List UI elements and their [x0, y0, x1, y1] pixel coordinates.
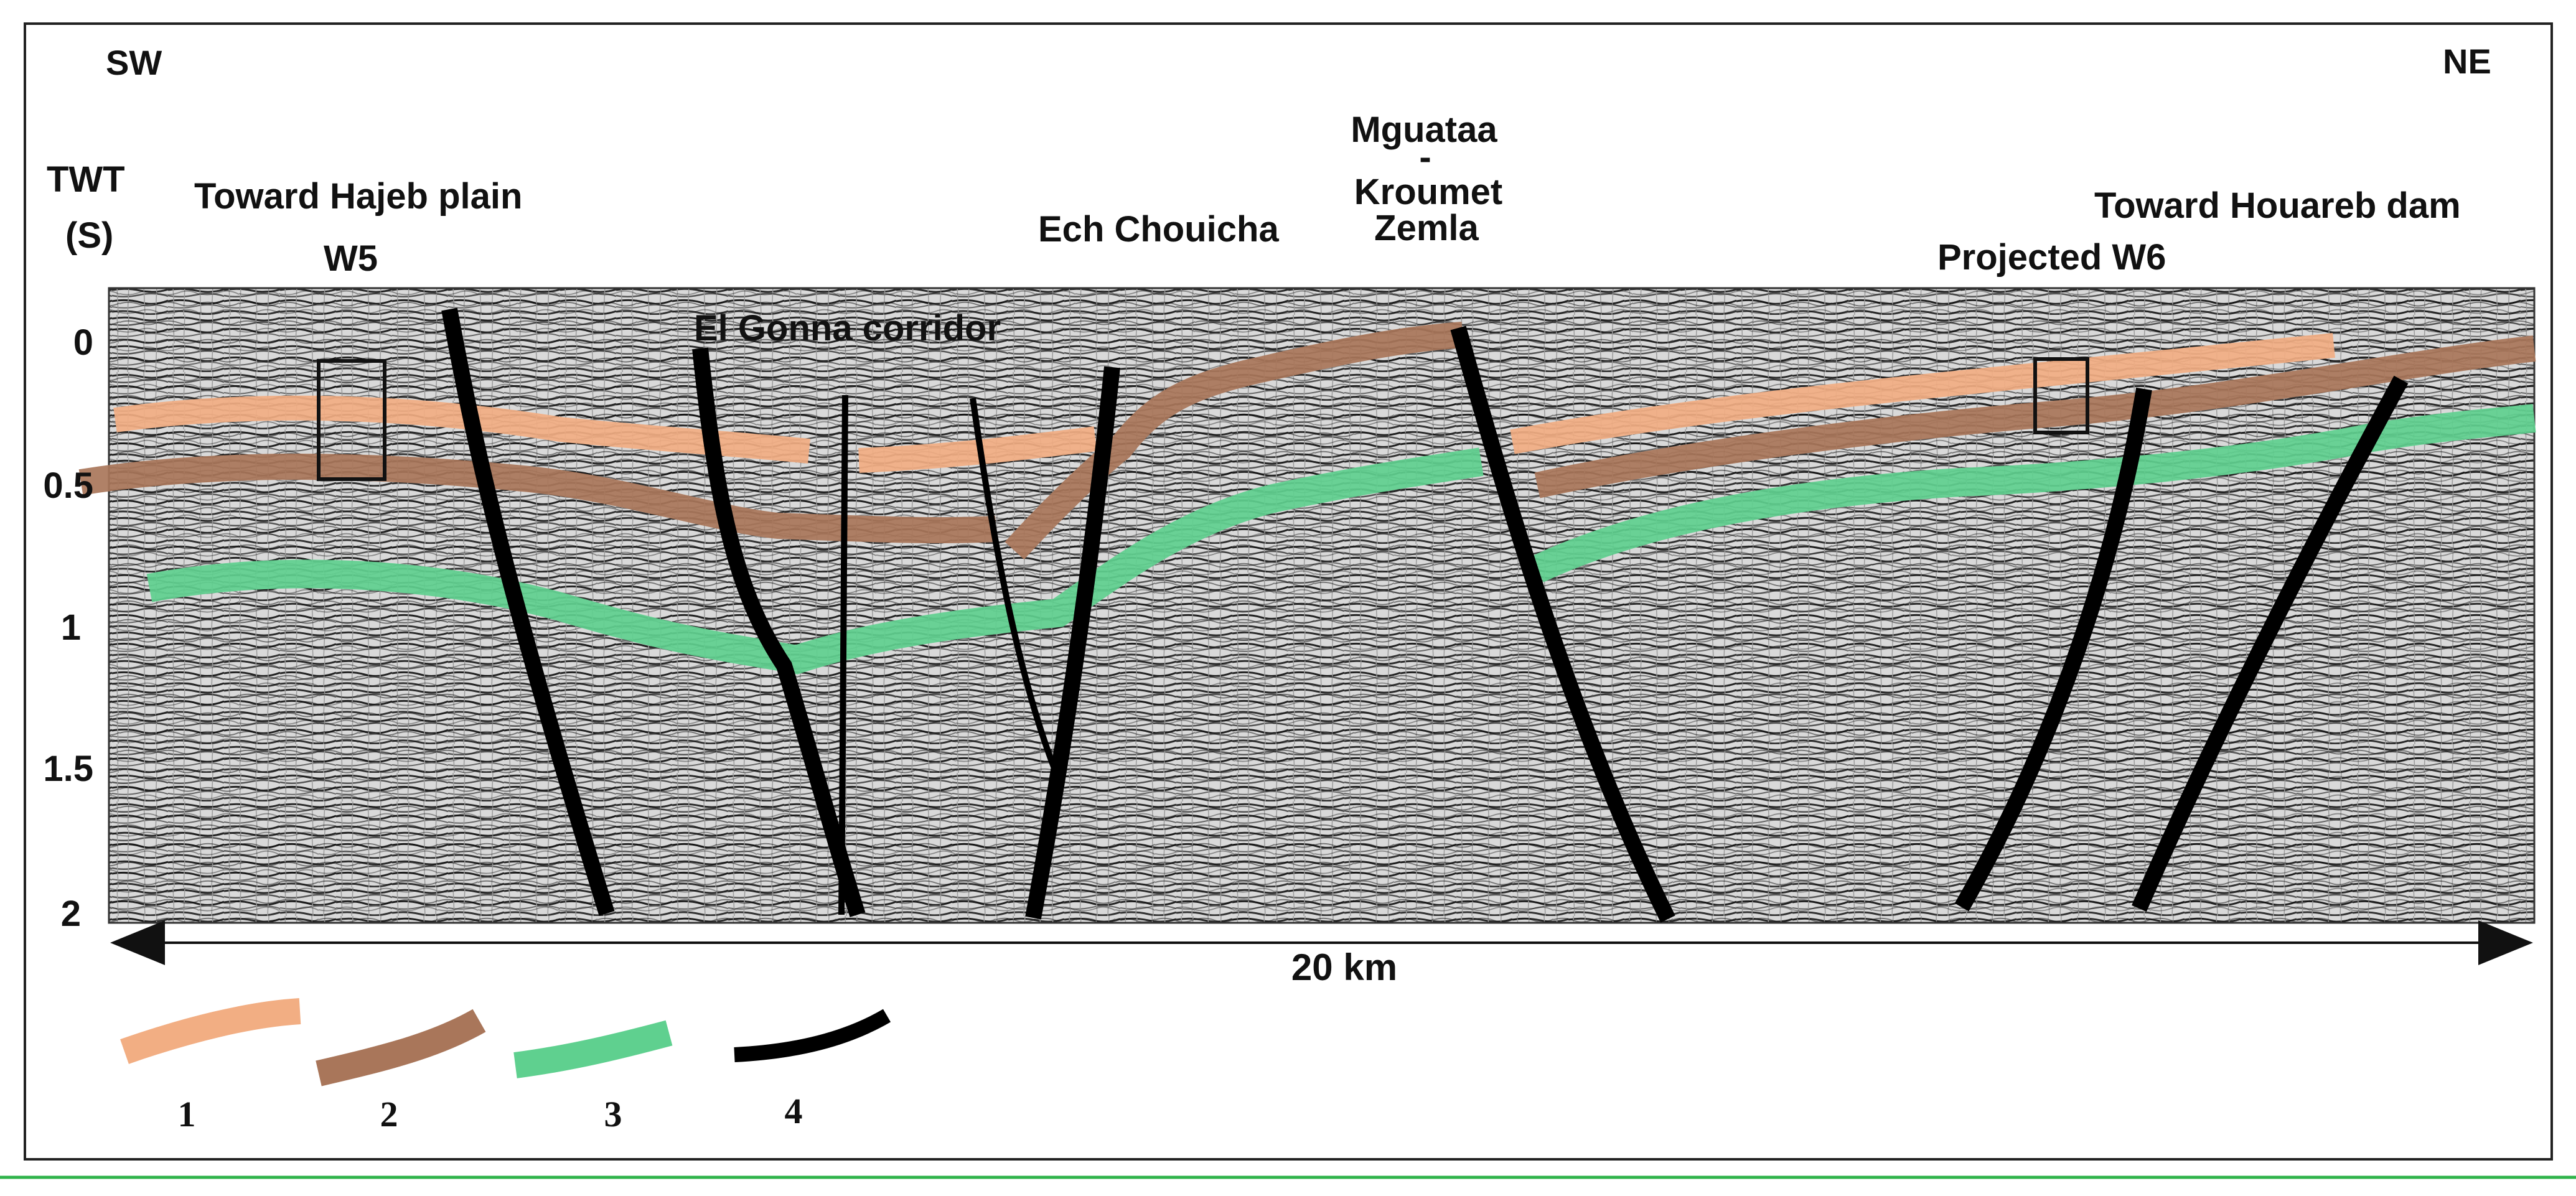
mguataa-label-line3: Kroumet — [1354, 172, 1502, 212]
outer-frame — [24, 22, 2553, 1161]
scale-bar-label: 20 km — [1291, 946, 1397, 988]
horizon-2-brown — [78, 454, 997, 544]
fault-4 — [970, 398, 1061, 779]
sw-label: SW — [106, 43, 162, 82]
mguataa-label-line4: Zemla — [1374, 208, 1479, 248]
well-w5-box — [317, 359, 386, 481]
twt-tick-1: 1 — [61, 607, 81, 648]
legend-num-2: 2 — [380, 1094, 398, 1134]
legend-num-1: 1 — [178, 1094, 196, 1134]
horizon-1-orange — [113, 395, 810, 464]
projected-w6-label: Projected W6 — [1937, 237, 2166, 278]
legend-num-3: 3 — [604, 1094, 622, 1134]
legend-swatch-2 — [316, 1009, 486, 1086]
el-gonna-label: El Gonna corridor — [694, 308, 1001, 348]
legend-swatch-4 — [734, 1009, 891, 1062]
horizon-3-green — [146, 447, 1484, 675]
horizon-1-orange-east — [1510, 333, 2335, 454]
toward-houareb-label: Toward Houareb dam — [2094, 185, 2461, 226]
mguataa-label-line2: - — [1419, 137, 1431, 177]
w5-label: W5 — [324, 238, 378, 279]
fault-1 — [441, 307, 615, 916]
twt-axis: 0 0.5 1 1.5 2 — [43, 322, 93, 934]
twt-tick-2: 2 — [61, 894, 81, 934]
legend-num-4: 4 — [785, 1091, 803, 1131]
mguataa-label-line1: Mguataa — [1351, 110, 1497, 150]
twt-label-line2: (S) — [65, 215, 113, 256]
horizon-2-brown-east — [1534, 335, 2536, 498]
faults — [441, 307, 2409, 923]
twt-tick-0: 0 — [73, 322, 93, 363]
fault-5 — [1025, 366, 1120, 920]
legend-swatch-3 — [513, 1020, 673, 1078]
horizon-1-orange-mid — [858, 426, 1097, 473]
fault-6 — [1450, 325, 1675, 923]
twt-tick-0.5: 0.5 — [43, 465, 93, 506]
horizon-3-green-east — [1531, 404, 2536, 582]
well-w6-box — [2033, 357, 2089, 434]
fault-2 — [692, 347, 866, 917]
legend-swatch-1 — [120, 998, 301, 1064]
fault-8 — [2132, 375, 2409, 912]
ech-chouicha-label: Ech Chouicha — [1038, 209, 1279, 250]
twt-tick-1.5: 1.5 — [43, 749, 93, 789]
fault-7 — [1954, 387, 2152, 912]
toward-hajeb-label: Toward Hajeb plain — [194, 176, 522, 217]
fault-3 — [838, 395, 848, 915]
twt-label-line1: TWT — [47, 159, 125, 200]
legend: 1 2 3 4 — [120, 998, 891, 1134]
ne-label: NE — [2443, 42, 2491, 81]
horizon-2-brown-mid — [1005, 322, 1464, 560]
